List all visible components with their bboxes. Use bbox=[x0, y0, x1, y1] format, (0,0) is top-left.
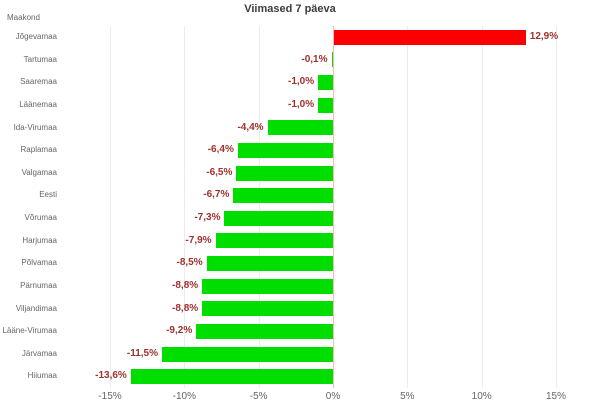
category-axis: Jõgevamaa Tartumaa Saaremaa Läänemaa Ida-Vir… bbox=[0, 26, 57, 388]
x-tick-label: 0% bbox=[325, 391, 341, 402]
plot-area: 12,9% -0,1% -1,0% -1,0% -4,4% -6,4% -6,5% -6,7%… bbox=[88, 26, 564, 388]
category-label: Läänemaa bbox=[19, 99, 57, 109]
category-label: Tartumaa bbox=[23, 54, 57, 64]
value-label: -6,7% bbox=[203, 189, 230, 201]
category-label: Pärnumaa bbox=[20, 280, 57, 290]
zero-baseline bbox=[333, 26, 334, 388]
value-label: -8,8% bbox=[172, 302, 199, 314]
bar[interactable] bbox=[233, 188, 333, 204]
value-label: -1,0% bbox=[288, 98, 315, 110]
category-label: Võrumaa bbox=[24, 213, 57, 222]
value-label: -6,4% bbox=[207, 144, 234, 156]
gridline bbox=[407, 26, 409, 388]
value-label: -7,3% bbox=[194, 212, 221, 223]
x-tick-label: -10% bbox=[172, 391, 197, 402]
bar[interactable] bbox=[202, 278, 333, 294]
category-label: Hiiumaa bbox=[27, 371, 57, 381]
bar[interactable] bbox=[236, 165, 333, 181]
x-tick-label: 5% bbox=[400, 391, 415, 402]
bar[interactable] bbox=[224, 210, 333, 226]
x-tick-label: 15% bbox=[545, 391, 567, 402]
category-label: Järvamaa bbox=[21, 348, 57, 358]
category-label: Harjumaa bbox=[22, 235, 57, 245]
value-label: -7,9% bbox=[185, 234, 212, 246]
gridline bbox=[556, 26, 557, 388]
x-axis: -15% -10% -5% 0% 5% 10% 15% bbox=[88, 391, 567, 402]
category-axis-title: Maakond bbox=[7, 13, 40, 22]
category-label: Raplamaa bbox=[20, 145, 57, 155]
value-label: 12,9% bbox=[529, 31, 559, 42]
x-tick-label: -5% bbox=[249, 391, 268, 402]
value-label: -6,5% bbox=[206, 166, 233, 178]
bar[interactable] bbox=[202, 301, 333, 317]
gridline bbox=[109, 26, 111, 388]
bar[interactable] bbox=[162, 346, 333, 362]
bar[interactable] bbox=[215, 233, 333, 249]
value-label: -8,5% bbox=[176, 257, 203, 269]
bar[interactable] bbox=[318, 97, 333, 113]
value-label: -8,8% bbox=[172, 279, 199, 291]
category-label: Saaremaa bbox=[20, 77, 57, 87]
bar[interactable] bbox=[130, 369, 333, 385]
chart-title: Viimased 7 päeva bbox=[244, 3, 336, 15]
x-tick-label: -15% bbox=[98, 391, 122, 402]
bar[interactable] bbox=[334, 29, 526, 45]
category-label: Viljandimaa bbox=[15, 303, 57, 313]
bar[interactable] bbox=[331, 52, 333, 68]
value-label: -13,6% bbox=[95, 370, 127, 382]
category-label: Valgamaa bbox=[21, 167, 57, 177]
bar[interactable] bbox=[267, 120, 333, 136]
category-label: Jõgevamaa bbox=[15, 32, 57, 41]
bar[interactable] bbox=[237, 142, 333, 158]
category-label: Ida-Virumaa bbox=[13, 122, 57, 132]
value-label: -0,1% bbox=[301, 53, 328, 65]
category-label: Lääne-Virumaa bbox=[2, 326, 57, 336]
value-label: -11,5% bbox=[126, 347, 159, 359]
category-label: Põlvamaa bbox=[21, 258, 57, 268]
gridline bbox=[481, 26, 483, 388]
category-label: Eesti bbox=[39, 190, 57, 200]
bar[interactable] bbox=[206, 256, 333, 272]
value-label: -1,0% bbox=[288, 76, 315, 88]
x-tick-label: 10% bbox=[471, 391, 492, 402]
gridline bbox=[258, 26, 260, 388]
gridline bbox=[184, 26, 186, 388]
bar[interactable] bbox=[196, 323, 333, 339]
value-label: -9,2% bbox=[166, 325, 193, 337]
value-label: -4,4% bbox=[237, 121, 264, 133]
bar[interactable] bbox=[318, 75, 333, 91]
